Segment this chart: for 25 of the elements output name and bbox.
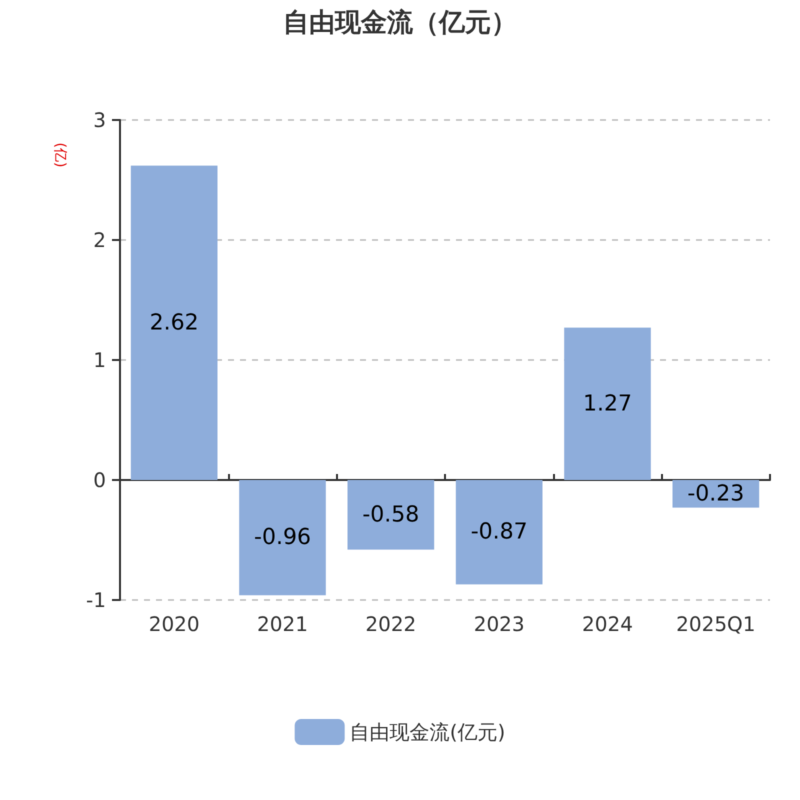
- y-tick-label: 0: [93, 468, 106, 492]
- chart-title: 自由现金流（亿元）: [283, 8, 517, 38]
- data-label: 2.62: [150, 310, 199, 336]
- y-tick-label: 2: [93, 228, 106, 252]
- x-tick-label: 2020: [148, 612, 200, 636]
- data-label: -0.96: [254, 525, 311, 550]
- x-tick-label: 2023: [474, 612, 525, 636]
- x-tick-label: 2021: [257, 612, 308, 636]
- y-tick-label: 3: [93, 108, 106, 132]
- data-label: -0.58: [362, 502, 420, 528]
- data-label: -0.23: [687, 481, 744, 506]
- legend-label: 自由现金流(亿元): [350, 720, 506, 744]
- x-tick-label: 2022: [365, 612, 416, 636]
- y-tick-label: 1: [93, 348, 106, 372]
- bar: [348, 480, 434, 550]
- y-tick-label: -1: [86, 588, 106, 612]
- x-tick-label: 2025Q1: [676, 612, 756, 636]
- data-label: -0.87: [470, 520, 528, 545]
- y-axis-title: (亿): [52, 142, 68, 168]
- bar: [130, 166, 218, 480]
- data-label: 1.27: [583, 391, 632, 416]
- bar: [239, 480, 326, 596]
- bar: [564, 328, 651, 480]
- bar: [456, 480, 542, 584]
- x-tick-label: 2024: [582, 612, 633, 636]
